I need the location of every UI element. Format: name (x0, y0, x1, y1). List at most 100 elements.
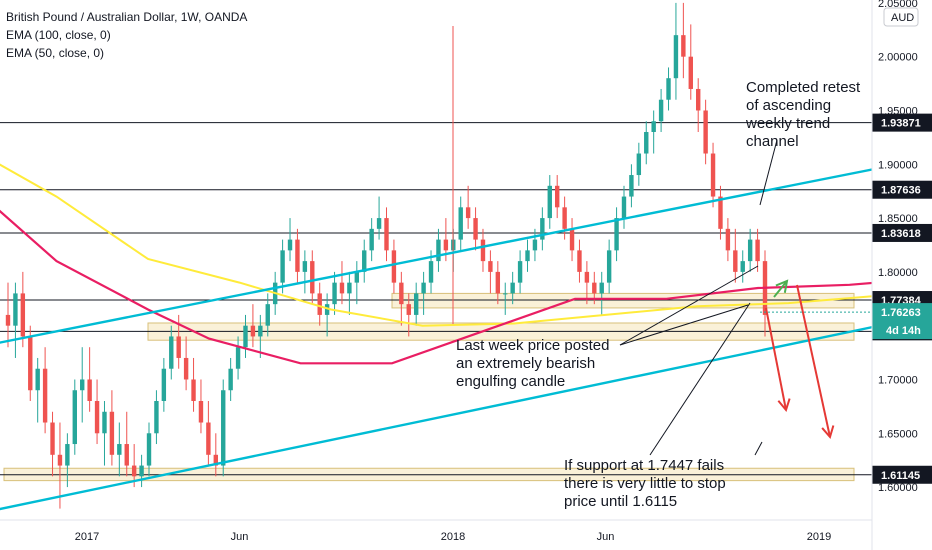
candle-body (87, 379, 92, 401)
candle-body (72, 390, 77, 445)
candle-body (339, 282, 345, 294)
level-label-bg (872, 223, 932, 242)
candle-body (369, 228, 374, 251)
channel-upper-line (0, 156, 932, 344)
candle-body (696, 88, 701, 111)
y-tick-label: 2.05000 (878, 0, 918, 10)
candle-body (109, 411, 115, 455)
candle-body (50, 422, 55, 455)
candle-body (703, 110, 708, 154)
candle-body (347, 282, 352, 294)
x-tick-label: Jun (597, 531, 615, 543)
channel-lower-line (0, 313, 932, 511)
candle-body (658, 99, 664, 122)
candle-body (139, 465, 144, 477)
candle-body (228, 368, 233, 391)
annotation-retest-line-3: channel (746, 133, 799, 150)
candle-body (547, 185, 552, 219)
x-tick-label: Jun (231, 531, 249, 543)
candle-body (755, 239, 760, 262)
candle-body (718, 196, 723, 229)
candle-body (495, 271, 501, 294)
level-label: 1.61145 (881, 470, 920, 482)
time-axis-bg (0, 520, 932, 550)
candle-body (57, 454, 63, 466)
candle-body (673, 35, 679, 79)
arrow-up-green-head (775, 279, 789, 293)
candle-body (324, 304, 330, 315)
candle-body (614, 218, 619, 251)
candle-body (384, 218, 389, 251)
candle-body (599, 282, 604, 294)
candle-body (310, 261, 315, 294)
candle-body (295, 239, 300, 272)
y-tick-label: 1.85000 (878, 213, 918, 225)
arrow-down-long (796, 284, 831, 438)
candle-body (42, 368, 48, 423)
y-tick-label: 1.80000 (878, 267, 918, 279)
x-tick-label: 2017 (75, 531, 99, 543)
candle-body (406, 304, 411, 315)
candle-body (569, 228, 575, 251)
level-label-bg (872, 465, 932, 484)
candle-body (510, 282, 515, 294)
level-label-bg (872, 113, 932, 132)
pointer-engulfing-2 (619, 304, 749, 346)
candle-body (584, 271, 590, 283)
countdown-label: 4d 14h (886, 325, 921, 337)
level-label: 1.93871 (881, 118, 921, 130)
candle-body (644, 132, 649, 154)
candle-body (421, 282, 426, 294)
candle-body (473, 218, 478, 240)
candle-body (280, 250, 285, 283)
trend-channel[interactable] (0, 29, 932, 529)
candle-body (458, 207, 463, 240)
candle-body (399, 282, 404, 305)
candle-body (161, 368, 167, 401)
pointer-support-2 (754, 441, 763, 456)
candles (5, 2, 768, 509)
candle-body (287, 239, 293, 251)
candle-body (488, 261, 493, 272)
legend: British Pound / Australian Dollar, 1W, O… (6, 8, 247, 62)
price-axis-bg (872, 0, 932, 550)
candle-body (413, 293, 419, 315)
candle-body (302, 261, 308, 272)
candle-body (146, 433, 152, 466)
candle-body (517, 261, 523, 283)
candle-body (651, 121, 656, 132)
candle-body (198, 401, 204, 423)
arrow-down-short (765, 307, 787, 411)
level-label: 1.87636 (881, 185, 921, 197)
candle-body (94, 401, 100, 434)
annotation-retest-line-1: of ascending (746, 97, 831, 114)
pointer-retest (759, 139, 778, 206)
candle-body (243, 325, 248, 348)
candle-body (183, 357, 189, 380)
candle-body (20, 293, 26, 337)
candle-body (621, 196, 627, 219)
candle-body (131, 465, 137, 477)
price-axis[interactable]: 2.050002.000001.950001.900001.850001.800… (760, 0, 932, 550)
candle-body (681, 35, 686, 57)
candle-body (480, 239, 486, 262)
candle-body (28, 336, 33, 391)
currency-box (883, 7, 919, 27)
candle-body (258, 325, 263, 337)
y-tick-label: 1.90000 (878, 159, 918, 171)
candle-body (221, 390, 226, 466)
annotation-support-line-1: there is very little to stop (564, 475, 726, 492)
candle-body (747, 239, 753, 262)
projection-arrows (765, 279, 835, 440)
candle-body (80, 379, 85, 391)
legend-symbol: British Pound / Australian Dollar, 1W, O… (6, 10, 248, 24)
level-label: 1.83618 (881, 228, 921, 240)
ema-lines (0, 163, 932, 365)
level-label-bg (872, 180, 932, 199)
pointer-engulfing (619, 265, 759, 346)
candle-body (117, 444, 122, 455)
current-price-bg (872, 303, 932, 340)
candle-body (606, 250, 612, 283)
